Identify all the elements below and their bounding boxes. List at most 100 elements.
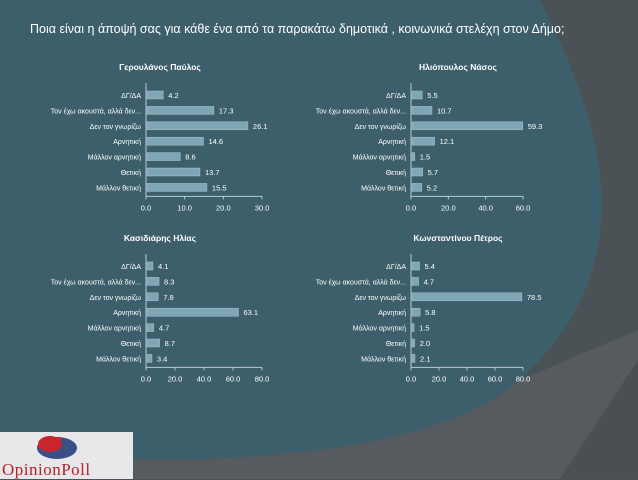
category-label: Μάλλον αρνητική [353, 325, 406, 333]
x-tick-label: 0.0 [406, 203, 416, 212]
bar [146, 90, 164, 100]
background-band [0, 330, 638, 479]
x-tick-label: 20.0 [168, 374, 183, 383]
category-label: Θετική [386, 341, 406, 348]
x-tick-label: 80.0 [255, 374, 270, 383]
data-label: 5.2 [427, 183, 437, 192]
data-label: 5.4 [425, 262, 435, 271]
x-tick-label: 20.0 [432, 374, 447, 383]
data-label: 1.5 [419, 324, 429, 333]
data-label: 14.6 [208, 137, 223, 146]
category-label: Μάλλον θετική [361, 355, 406, 363]
data-label: 2.1 [420, 354, 430, 363]
data-label: 8.7 [165, 339, 175, 348]
data-label: 8.6 [185, 153, 195, 162]
bar [411, 183, 422, 192]
x-tick-label: 0.0 [406, 374, 416, 383]
category-label: Τον έχω ακουστά, αλλά δεν... [316, 107, 406, 115]
bar [146, 354, 153, 363]
chart-title: Ηλιόπουλος Νάσος [419, 62, 498, 72]
category-label: Δεν τον γνωρίζω [355, 294, 407, 302]
bar [411, 90, 423, 100]
slide-title: Ποια είναι η άποψή σας για κάθε ένα από … [30, 22, 565, 36]
bar [411, 261, 420, 271]
category-label: Μάλλον αρνητική [88, 325, 141, 333]
chart-title: Κωνσταντίνου Πέτρος [413, 233, 503, 243]
data-label: 26.1 [253, 122, 268, 131]
category-label: Μάλλον αρνητική [88, 154, 141, 162]
bar [411, 277, 419, 286]
background-corner [560, 360, 638, 479]
data-label: 7.8 [163, 293, 173, 302]
data-label: 5.7 [428, 168, 438, 177]
category-label: Τον έχω ακουστά, αλλά δεν... [316, 278, 406, 286]
x-tick-label: 30.0 [255, 203, 270, 212]
data-label: 2.0 [420, 339, 430, 348]
x-tick-label: 10.0 [177, 203, 192, 212]
chart-title: Κασιδιάρης Ηλίας [124, 233, 197, 243]
data-label: 4.7 [424, 277, 434, 286]
data-label: 10.7 [437, 106, 452, 115]
category-label: ΔΓ/ΔΑ [386, 264, 406, 271]
category-label: Αρνητική [378, 139, 406, 146]
bar [411, 121, 523, 131]
data-label: 4.2 [168, 91, 178, 100]
bar [411, 307, 421, 317]
data-label: 4.1 [158, 262, 168, 271]
category-label: Θετική [121, 341, 141, 348]
data-label: 63.1 [243, 308, 258, 317]
data-label: 12.1 [440, 137, 455, 146]
bar [146, 121, 249, 131]
data-label: 17.3 [219, 106, 234, 115]
bar [411, 106, 433, 115]
category-label: Μάλλον θετική [361, 184, 406, 192]
bar [146, 307, 239, 317]
x-tick-label: 40.0 [478, 203, 493, 212]
data-label: 15.5 [212, 183, 227, 192]
bar [411, 323, 415, 332]
bar [146, 106, 215, 115]
opinionpoll-logo: OpinionPoll [0, 432, 133, 479]
bar [146, 152, 181, 161]
logo-globe-icon [37, 436, 77, 459]
bar [411, 292, 523, 302]
chart-title: Γερουλάνος Παύλος [119, 62, 201, 72]
bar [146, 323, 155, 332]
bar [146, 167, 201, 177]
x-tick-label: 60.0 [488, 374, 503, 383]
category-label: Δεν τον γνωρίζω [90, 294, 142, 302]
bar [411, 354, 416, 363]
bar [411, 167, 423, 177]
data-label: 5.8 [425, 308, 435, 317]
bar-chart-4: Κωνσταντίνου Πέτρος ΔΓ/ΔΑ 5.4 Τον έχω ακουσ… [316, 233, 542, 383]
bar [146, 292, 159, 302]
category-label: Αρνητική [378, 310, 406, 317]
data-label: 3.4 [157, 354, 167, 363]
category-label: Μάλλον αρνητική [353, 154, 406, 162]
x-tick-label: 0.0 [141, 374, 151, 383]
data-label: 4.7 [159, 324, 169, 333]
category-label: Τον έχω ακουστά, αλλά δεν... [51, 107, 141, 115]
bar-chart-3: Κασιδιάρης Ηλίας ΔΓ/ΔΑ 4.1 Τον έχω ακουστά,… [51, 233, 270, 383]
bar-chart-1: Γερουλάνος Παύλος ΔΓ/ΔΑ 4.2 Τον έχω ακουστά… [51, 62, 270, 212]
category-label: ΔΓ/ΔΑ [121, 93, 141, 100]
data-label: 13.7 [205, 168, 220, 177]
data-label: 5.5 [427, 91, 437, 100]
logo-text: OpinionPoll [2, 460, 91, 479]
bar [411, 152, 416, 161]
bar [146, 183, 208, 192]
bar [146, 261, 154, 271]
data-label: 1.5 [420, 153, 430, 162]
category-label: Δεν τον γνωρίζω [90, 123, 142, 131]
category-label: Μάλλον θετική [96, 184, 141, 192]
x-tick-label: 40.0 [460, 374, 475, 383]
bar [411, 338, 416, 348]
category-label: Δεν τον γνωρίζω [355, 123, 407, 131]
data-label: 78.5 [527, 293, 542, 302]
x-tick-label: 0.0 [141, 203, 151, 212]
bar [146, 136, 204, 146]
category-label: Αρνητική [113, 139, 141, 146]
bar [146, 277, 160, 286]
bar [411, 136, 435, 146]
